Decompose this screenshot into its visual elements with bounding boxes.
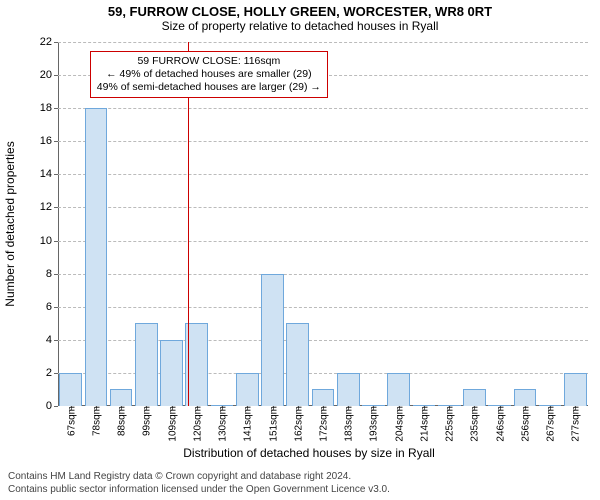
- gridline: [58, 207, 588, 208]
- plot-area: 024681012141618202267sqm78sqm88sqm99sqm1…: [58, 42, 588, 406]
- y-tick-label: 0: [46, 400, 58, 412]
- bar: [286, 323, 309, 406]
- y-tick-label: 10: [40, 235, 58, 247]
- bar: [514, 389, 537, 406]
- x-tick-label: 88sqm: [115, 406, 128, 436]
- bar: [261, 274, 284, 406]
- gridline: [58, 241, 588, 242]
- chart-title-line1: 59, FURROW CLOSE, HOLLY GREEN, WORCESTER…: [0, 4, 600, 19]
- gridline: [58, 307, 588, 308]
- bar: [160, 340, 183, 406]
- y-tick-label: 18: [40, 102, 58, 114]
- y-axis-line: [58, 42, 59, 406]
- bar: [337, 373, 360, 406]
- footer-line1: Contains HM Land Registry data © Crown c…: [8, 470, 390, 483]
- x-tick-label: 109sqm: [165, 406, 178, 442]
- x-tick-label: 267sqm: [544, 406, 557, 442]
- x-tick-label: 204sqm: [392, 406, 405, 442]
- bar: [110, 389, 133, 406]
- y-tick-label: 12: [40, 201, 58, 213]
- x-tick-label: 246sqm: [493, 406, 506, 442]
- gridline: [58, 108, 588, 109]
- chart-container: Number of detached properties Distributi…: [30, 42, 588, 406]
- x-tick-label: 130sqm: [216, 406, 229, 442]
- x-tick-label: 183sqm: [342, 406, 355, 442]
- bar: [59, 373, 82, 406]
- x-tick-label: 277sqm: [569, 406, 582, 442]
- footer-attribution: Contains HM Land Registry data © Crown c…: [8, 470, 390, 496]
- x-tick-label: 120sqm: [190, 406, 203, 442]
- x-tick-label: 256sqm: [518, 406, 531, 442]
- footer-line2: Contains public sector information licen…: [8, 483, 390, 496]
- annotation-line: 49% of semi-detached houses are larger (…: [97, 81, 321, 94]
- x-tick-label: 162sqm: [291, 406, 304, 442]
- x-tick-label: 172sqm: [317, 406, 330, 442]
- x-tick-label: 225sqm: [443, 406, 456, 442]
- x-tick-label: 78sqm: [89, 406, 102, 436]
- bar: [387, 373, 410, 406]
- y-tick-label: 4: [46, 334, 58, 346]
- x-tick-label: 214sqm: [417, 406, 430, 442]
- annotation-line: 59 FURROW CLOSE: 116sqm: [97, 55, 321, 68]
- y-tick-label: 20: [40, 69, 58, 81]
- y-tick-label: 14: [40, 168, 58, 180]
- annotation-line: ← 49% of detached houses are smaller (29…: [97, 68, 321, 81]
- chart-title-line2: Size of property relative to detached ho…: [0, 19, 600, 33]
- x-tick-label: 99sqm: [140, 406, 153, 436]
- gridline: [58, 42, 588, 43]
- bar: [312, 389, 335, 406]
- y-tick-label: 2: [46, 367, 58, 379]
- y-tick-label: 6: [46, 301, 58, 313]
- bar: [135, 323, 158, 406]
- bar: [564, 373, 587, 406]
- x-tick-label: 141sqm: [241, 406, 254, 442]
- x-tick-label: 151sqm: [266, 406, 279, 442]
- x-axis-label: Distribution of detached houses by size …: [183, 446, 434, 460]
- y-axis-label: Number of detached properties: [3, 141, 17, 306]
- gridline: [58, 174, 588, 175]
- bar: [463, 389, 486, 406]
- annotation-box: 59 FURROW CLOSE: 116sqm← 49% of detached…: [90, 51, 328, 98]
- x-tick-label: 235sqm: [468, 406, 481, 442]
- y-tick-label: 8: [46, 268, 58, 280]
- gridline: [58, 274, 588, 275]
- gridline: [58, 141, 588, 142]
- bar: [85, 108, 108, 406]
- y-tick-label: 16: [40, 135, 58, 147]
- x-tick-label: 193sqm: [367, 406, 380, 442]
- x-tick-label: 67sqm: [64, 406, 77, 436]
- bar: [236, 373, 259, 406]
- y-tick-label: 22: [40, 36, 58, 48]
